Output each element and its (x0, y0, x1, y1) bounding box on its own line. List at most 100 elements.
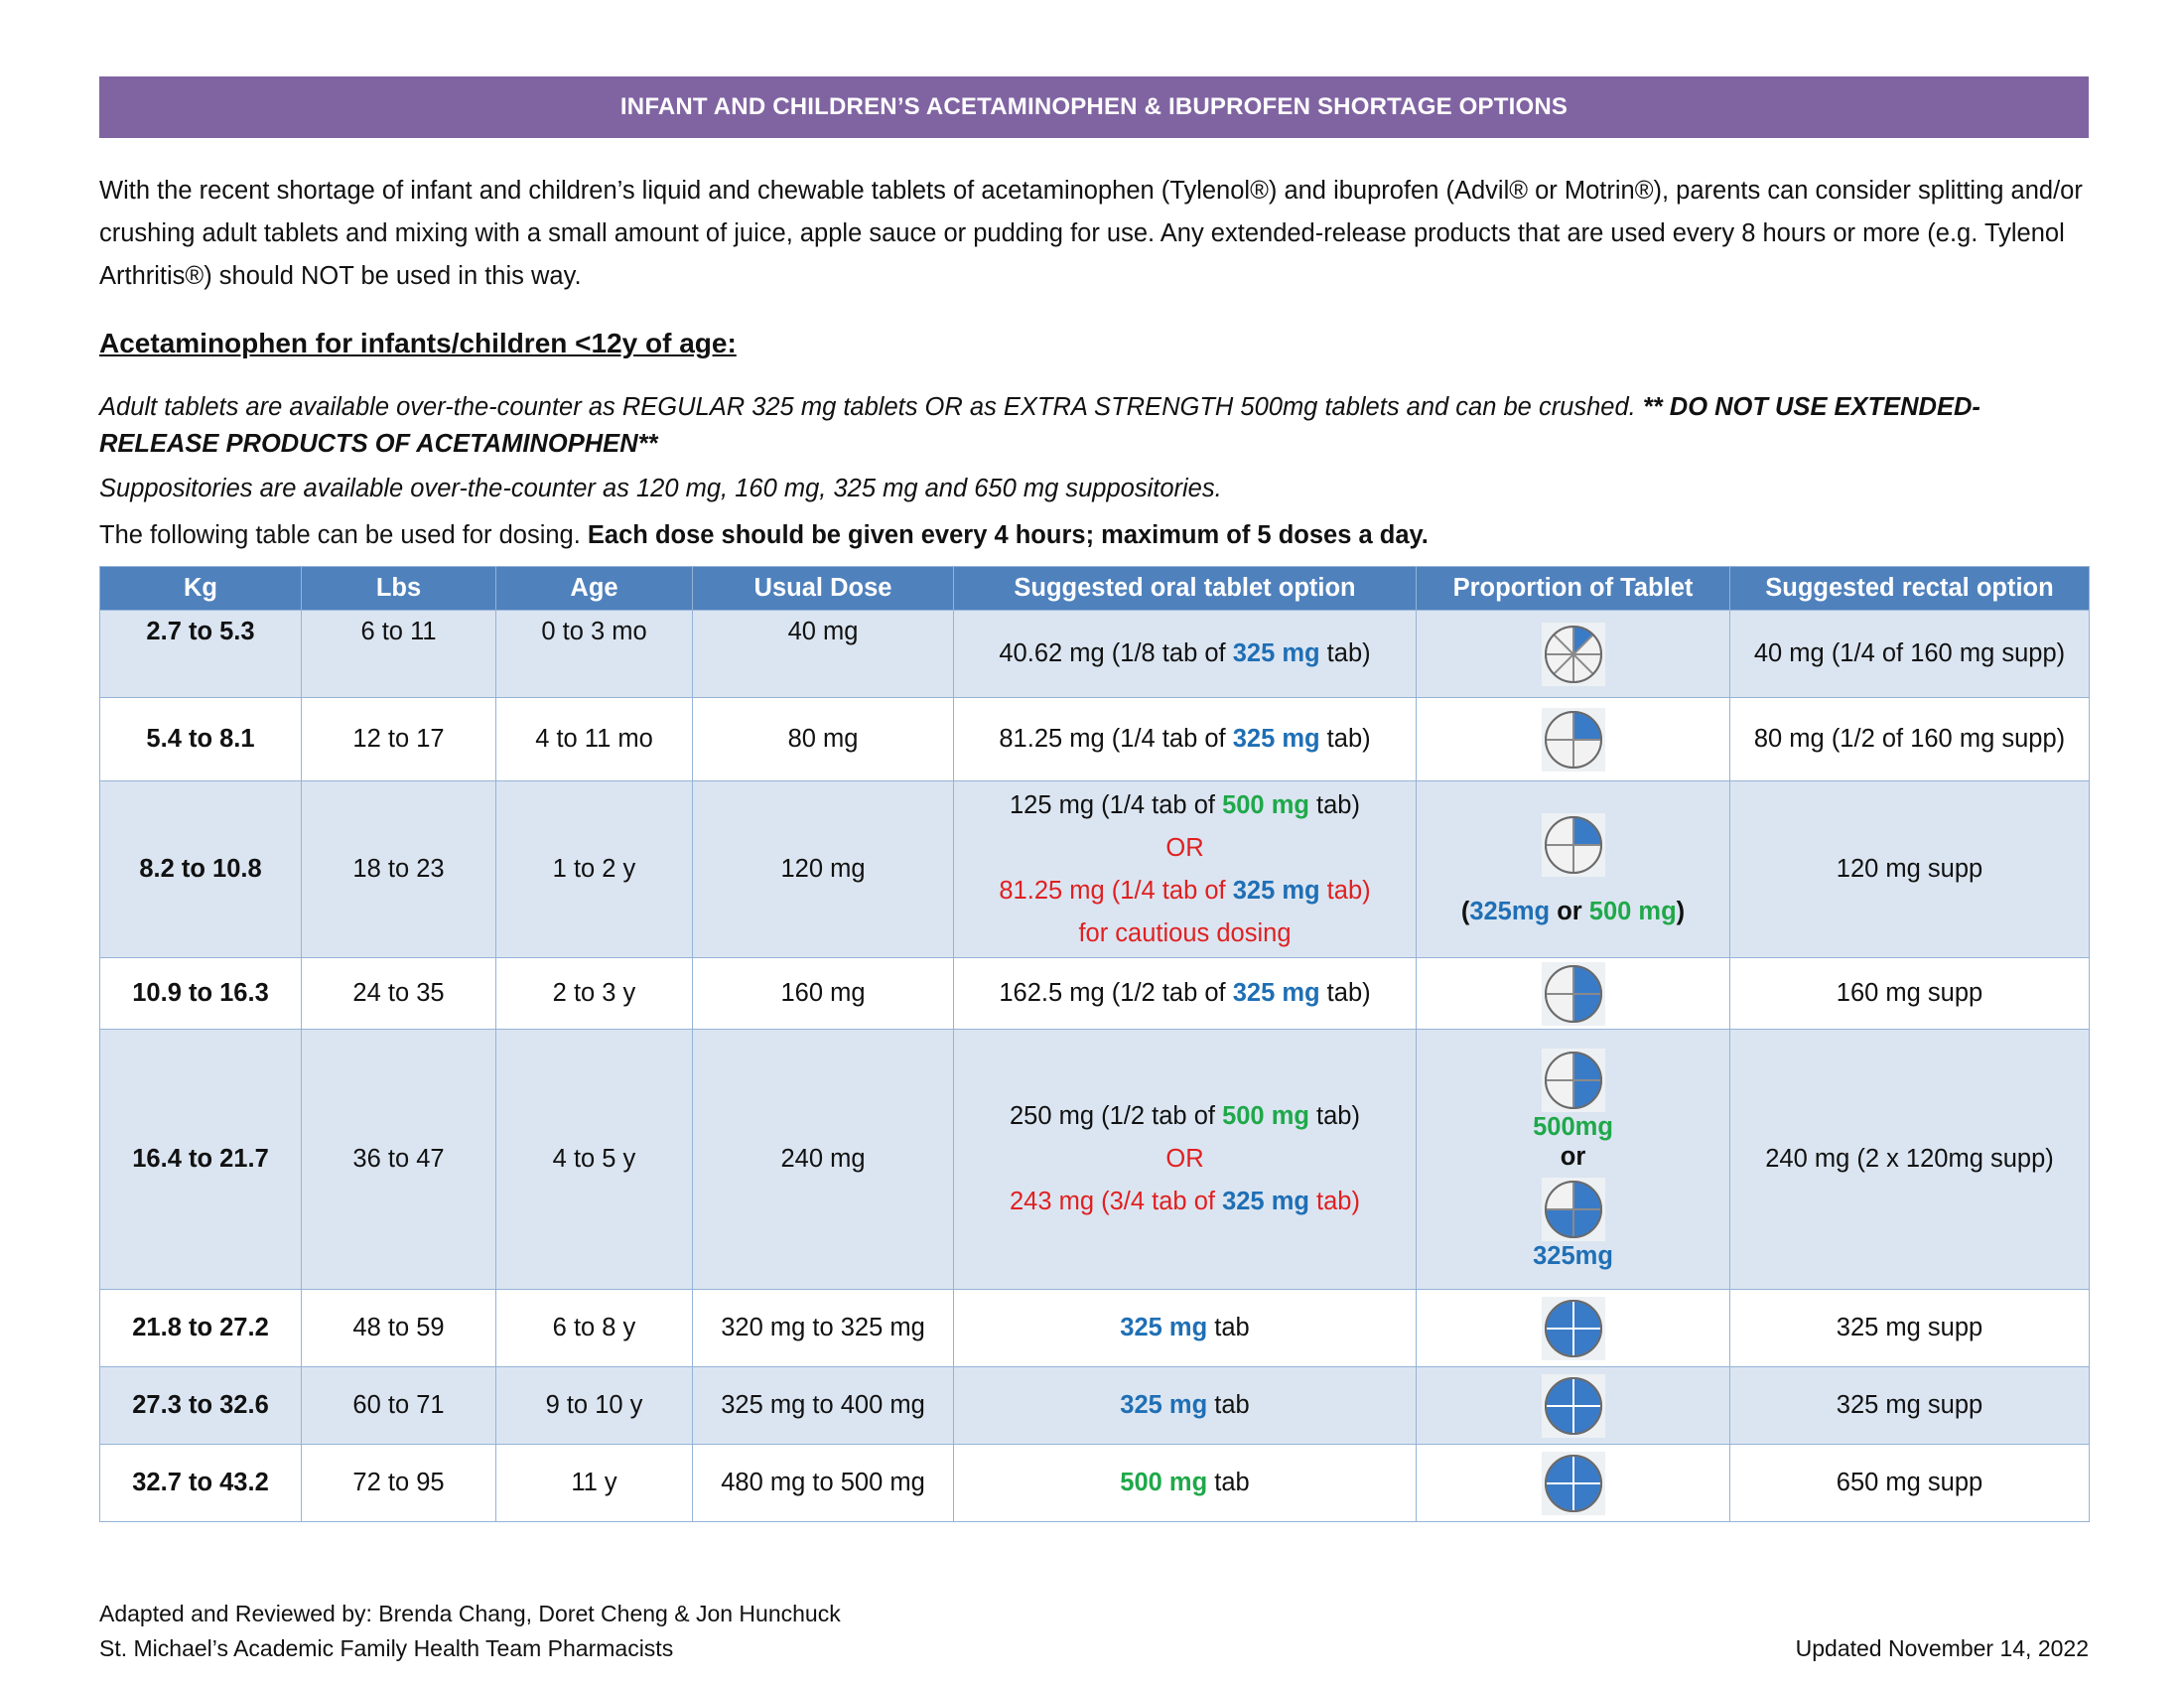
cell-age: 1 to 2 y (495, 780, 693, 958)
cell-kg: 27.3 to 32.6 (99, 1366, 302, 1445)
cell-oral: 250 mg (1/2 tab of 500 mg tab) OR 243 mg… (953, 1029, 1417, 1290)
cell-dose: 240 mg (692, 1029, 954, 1290)
cell-kg: 2.7 to 5.3 (99, 610, 302, 698)
footer: Adapted and Reviewed by: Brenda Chang, D… (99, 1597, 2089, 1666)
proportion-label-or: or (1560, 1142, 1586, 1171)
suppository-note: Suppositories are available over-the-cou… (99, 475, 1222, 502)
table-row: 2.7 to 5.3 6 to 11 0 to 3 mo 40 mg 40.62… (99, 610, 2090, 698)
cell-proportion (1416, 1444, 1730, 1522)
cell-age: 9 to 10 y (495, 1366, 693, 1445)
cell-oral: 325 mg tab (953, 1289, 1417, 1367)
header-oral-option: Suggested oral tablet option (953, 566, 1417, 611)
tablet-portion (1572, 816, 1601, 845)
oral-option-b: 81.25 mg (1/4 tab of 325 mg tab) (999, 876, 1371, 905)
tablet-svg (1541, 1451, 1605, 1515)
cell-lbs: 6 to 11 (301, 610, 496, 698)
cell-kg: 21.8 to 27.2 (99, 1289, 302, 1367)
cell-proportion: (325mg or 500 mg) (1416, 780, 1730, 958)
cell-dose: 160 mg (692, 957, 954, 1030)
tablet-rim (1544, 815, 1602, 874)
cell-age: 6 to 8 y (495, 1289, 693, 1367)
tablet-svg (1541, 961, 1605, 1026)
cell-proportion: 500mg or 325mg (1416, 1029, 1730, 1290)
oral-or: OR (1165, 833, 1204, 862)
title-banner: INFANT AND CHILDREN’S ACETAMINOPHEN & IB… (99, 76, 2089, 138)
dosing-bold: Each dose should be given every 4 hours;… (587, 521, 1429, 549)
tablet-eighth-icon (1541, 622, 1605, 686)
tablet-rim (1544, 1180, 1602, 1238)
cell-rectal: 80 mg (1/2 of 160 mg supp) (1729, 697, 2090, 781)
cell-age: 11 y (495, 1444, 693, 1522)
oral-mg: 325 mg (1120, 1314, 1208, 1341)
cell-age: 2 to 3 y (495, 957, 693, 1030)
tablet-quarter-icon (1541, 707, 1605, 772)
tablet-svg (1541, 707, 1605, 772)
header-rectal-option: Suggested rectal option (1729, 566, 2090, 611)
cell-oral: 162.5 mg (1/2 tab of 325 mg tab) (953, 957, 1417, 1030)
cell-oral: 81.25 mg (1/4 tab of 325 mg tab) (953, 697, 1417, 781)
cell-lbs: 18 to 23 (301, 780, 496, 958)
header-age: Age (495, 566, 693, 611)
dosing-table: Kg Lbs Age Usual Dose Suggested oral tab… (99, 566, 2090, 1522)
cell-rectal: 325 mg supp (1729, 1289, 2090, 1367)
cell-proportion (1416, 1366, 1730, 1445)
document-page: INFANT AND CHILDREN’S ACETAMINOPHEN & IB… (99, 76, 2090, 1522)
cell-oral: 325 mg tab (953, 1366, 1417, 1445)
oral-text-end: tab (1207, 1314, 1250, 1341)
tablet-rim (1544, 964, 1602, 1023)
cell-lbs: 12 to 17 (301, 697, 496, 781)
cell-rectal: 325 mg supp (1729, 1366, 2090, 1445)
cell-lbs: 48 to 59 (301, 1289, 496, 1367)
cell-rectal: 120 mg supp (1729, 780, 2090, 958)
table-row: 16.4 to 21.7 36 to 47 4 to 5 y 240 mg 25… (99, 1029, 2090, 1290)
cell-dose: 480 mg to 500 mg (692, 1444, 954, 1522)
tablet-rim (1544, 625, 1602, 683)
section-heading: Acetaminophen for infants/children <12y … (99, 328, 737, 358)
table-row: 10.9 to 16.3 24 to 35 2 to 3 y 160 mg 16… (99, 957, 2090, 1030)
tablet-rim (1544, 1299, 1602, 1357)
tablet-rim (1544, 1051, 1602, 1109)
cell-kg: 16.4 to 21.7 (99, 1029, 302, 1290)
oral-text-end: tab (1207, 1391, 1250, 1419)
tablet-rim (1544, 1376, 1602, 1435)
oral-text: 162.5 mg (1/2 tab of (999, 979, 1233, 1007)
cell-rectal: 650 mg supp (1729, 1444, 2090, 1522)
cell-lbs: 36 to 47 (301, 1029, 496, 1290)
cell-rectal: 160 mg supp (1729, 957, 2090, 1030)
cell-lbs: 60 to 71 (301, 1366, 496, 1445)
table-row: 32.7 to 43.2 72 to 95 11 y 480 mg to 500… (99, 1444, 2090, 1522)
cell-dose: 320 mg to 325 mg (692, 1289, 954, 1367)
tablet-whole-icon (1541, 1296, 1605, 1360)
cell-proportion (1416, 697, 1730, 781)
oral-mg: 325 mg (1232, 979, 1320, 1007)
oral-mg: 325 mg (1232, 725, 1320, 753)
oral-text-end: tab) (1319, 639, 1371, 667)
header-kg: Kg (99, 566, 302, 611)
cell-oral: 125 mg (1/4 tab of 500 mg tab) OR 81.25 … (953, 780, 1417, 958)
oral-mg: 325 mg (1232, 639, 1320, 667)
oral-mg: 325 mg (1120, 1391, 1208, 1419)
cell-dose: 80 mg (692, 697, 954, 781)
header-lbs: Lbs (301, 566, 496, 611)
cell-age: 4 to 11 mo (495, 697, 693, 781)
tablet-svg (1541, 622, 1605, 686)
tablet-note: Adult tablets are available over-the-cou… (99, 389, 2089, 463)
table-row: 21.8 to 27.2 48 to 59 6 to 8 y 320 mg to… (99, 1289, 2090, 1367)
cell-age: 0 to 3 mo (495, 610, 693, 698)
tablet-whole-icon (1541, 1451, 1605, 1515)
cell-oral: 40.62 mg (1/8 tab of 325 mg tab) (953, 610, 1417, 698)
tablet-svg (1541, 1296, 1605, 1360)
cell-lbs: 72 to 95 (301, 1444, 496, 1522)
tablet-portion (1572, 711, 1601, 740)
table-row: 5.4 to 8.1 12 to 17 4 to 11 mo 80 mg 81.… (99, 697, 2090, 781)
tablet-note-warning: ** DO NOT USE EXTENDED-RELEASE PRODUCTS … (99, 393, 1980, 458)
oral-mg: 500 mg (1120, 1469, 1208, 1496)
oral-text: 40.62 mg (1/8 tab of (999, 639, 1233, 667)
proportion-label-325: 325mg (1533, 1241, 1613, 1270)
cell-oral: 500 mg tab (953, 1444, 1417, 1522)
cell-rectal: 240 mg (2 x 120mg supp) (1729, 1029, 2090, 1290)
cell-dose: 120 mg (692, 780, 954, 958)
footer-authors: Adapted and Reviewed by: Brenda Chang, D… (99, 1601, 841, 1626)
oral-option-a: 250 mg (1/2 tab of 500 mg tab) (1010, 1102, 1360, 1130)
tablet-svg (1541, 1373, 1605, 1438)
